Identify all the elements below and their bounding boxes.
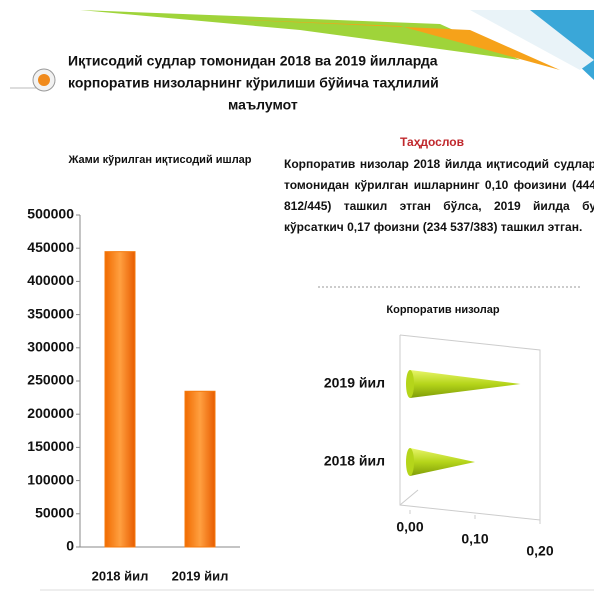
title-line: Иқтисодий судлар томонидан 2018 ва 2019 … xyxy=(68,53,438,69)
title-line: маълумот xyxy=(228,97,298,113)
bar xyxy=(185,391,215,547)
x-tick-label: 0,20 xyxy=(526,543,553,559)
icon xyxy=(38,74,50,86)
x-tick-label: 0,10 xyxy=(461,531,488,547)
box xyxy=(400,490,418,505)
x-tick-label: 2019 йил xyxy=(172,568,229,583)
x-tick-label: 2018 йил xyxy=(92,568,149,583)
y-tick-label: 450000 xyxy=(27,239,74,255)
y-tick-label: 300000 xyxy=(27,339,74,355)
y-tick-label: 350000 xyxy=(27,305,74,321)
y-tick-label: 50000 xyxy=(35,505,74,521)
analysis-text: Корпоратив низолар 2018 йилда иқтисодий … xyxy=(284,154,594,238)
cone xyxy=(410,370,521,398)
chart-title: Жами кўрилган иқтисодий ишлар xyxy=(67,154,251,166)
x-tick-label: 0,00 xyxy=(396,519,423,535)
box xyxy=(400,335,540,520)
analysis-heading: Таҳдослов xyxy=(400,135,464,149)
y-tick-label: 0 xyxy=(66,538,74,554)
y-tick-label: 400000 xyxy=(27,272,74,288)
chart-title: Корпоратив низолар xyxy=(386,304,499,316)
bar xyxy=(105,252,135,547)
y-tick-label: 500000 xyxy=(27,206,74,222)
chart: Иқтисодий судлар томонидан 2018 ва 2019 … xyxy=(0,0,594,592)
cone xyxy=(410,448,475,476)
y-tick-label: 250000 xyxy=(27,372,74,388)
title-line: корпоратив низоларнинг кўрилиши бўйича т… xyxy=(68,75,439,91)
cone-base xyxy=(406,370,414,398)
slide: Иқтисодий судлар томонидан 2018 ва 2019 … xyxy=(0,0,594,592)
y-tick-label: 2019 йил xyxy=(324,375,385,391)
cone-base xyxy=(406,448,414,476)
y-tick-label: 2018 йил xyxy=(324,453,385,469)
y-tick-label: 200000 xyxy=(27,405,74,421)
y-tick-label: 150000 xyxy=(27,438,74,454)
y-tick-label: 100000 xyxy=(27,471,74,487)
